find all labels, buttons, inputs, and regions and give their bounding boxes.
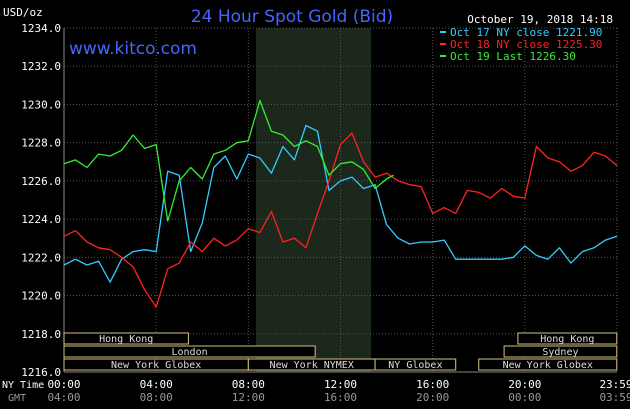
legend-entry: Oct 18 NY close 1225.30 bbox=[450, 38, 602, 51]
datestamp: October 19, 2018 14:18 bbox=[467, 13, 613, 26]
y-tick-label: 1232.0 bbox=[21, 60, 61, 73]
series-line bbox=[63, 132, 618, 308]
x-tick-label-gmt: 16:00 bbox=[324, 391, 357, 404]
x-tick-label-gmt: 20:00 bbox=[416, 391, 449, 404]
y-tick-label: 1224.0 bbox=[21, 213, 61, 226]
x-tick-label-ny: 16:00 bbox=[416, 378, 449, 391]
series-line bbox=[63, 99, 394, 222]
x-tick-label-gmt: 00:00 bbox=[508, 391, 541, 404]
session-label: London bbox=[172, 347, 208, 358]
y-tick-label: 1216.0 bbox=[21, 366, 61, 379]
x-tick-label-ny: 00:00 bbox=[47, 378, 80, 391]
gmt-row-label: GMT bbox=[8, 393, 26, 404]
y-tick-label: 1218.0 bbox=[21, 328, 61, 341]
watermark-url: www.kitco.com bbox=[69, 39, 197, 59]
y-tick-label: 1230.0 bbox=[21, 98, 61, 111]
session-label: New York NYMEX bbox=[270, 360, 354, 371]
session-box bbox=[374, 358, 457, 371]
y-tick-label: 1234.0 bbox=[21, 22, 61, 35]
y-tick-label: 1228.0 bbox=[21, 137, 61, 150]
session-box bbox=[63, 345, 316, 358]
x-tick-label-gmt: 03:59 bbox=[599, 391, 630, 404]
session-label: Hong Kong bbox=[540, 334, 594, 345]
nymex-highlight-band bbox=[255, 28, 372, 372]
x-axis-tick-labels: 00:0004:0004:0008:0008:0012:0012:0016:00… bbox=[47, 378, 630, 404]
session-label: New York Globex bbox=[111, 360, 201, 371]
y-tick-label: 1226.0 bbox=[21, 175, 61, 188]
session-label: Sydney bbox=[542, 347, 578, 358]
x-tick-label-ny: 20:00 bbox=[508, 378, 541, 391]
market-sessions: Hong Kong Hong Kong London Sydney New York G… bbox=[63, 332, 618, 371]
x-tick-label-gmt: 08:00 bbox=[140, 391, 173, 404]
chart-title: 24 Hour Spot Gold (Bid) bbox=[191, 7, 393, 27]
x-tick-label-gmt: 12:00 bbox=[232, 391, 265, 404]
session-label: Hong Kong bbox=[99, 334, 153, 345]
x-tick-label-ny: 04:00 bbox=[140, 378, 173, 391]
session-label: New York Globex bbox=[503, 360, 593, 371]
ny-time-row-label: NY Time bbox=[2, 380, 44, 391]
unit-label: USD/oz bbox=[3, 6, 43, 19]
y-axis-tick-labels: 1234.0 1232.0 1230.0 1228.0 1226.0 1224.0 1222… bbox=[21, 22, 61, 379]
session-box bbox=[478, 358, 618, 371]
series-lines bbox=[63, 99, 618, 308]
session-box bbox=[517, 332, 618, 345]
x-tick-label-ny: 23:59 bbox=[599, 378, 630, 391]
x-tick-label-gmt: 04:00 bbox=[47, 391, 80, 404]
grid bbox=[63, 27, 618, 373]
x-tick-label-ny: 08:00 bbox=[232, 378, 265, 391]
session-box bbox=[503, 345, 618, 358]
session-label: NY Globex bbox=[388, 360, 442, 371]
session-box bbox=[63, 332, 189, 345]
x-tick-label-ny: 12:00 bbox=[324, 378, 357, 391]
y-tick-label: 1220.0 bbox=[21, 290, 61, 303]
legend-entry: Oct 19 Last 1226.30 bbox=[450, 50, 576, 63]
series-line bbox=[63, 124, 618, 283]
y-tick-label: 1222.0 bbox=[21, 251, 61, 264]
legend-entry: Oct 17 NY close 1221.90 bbox=[450, 26, 602, 39]
